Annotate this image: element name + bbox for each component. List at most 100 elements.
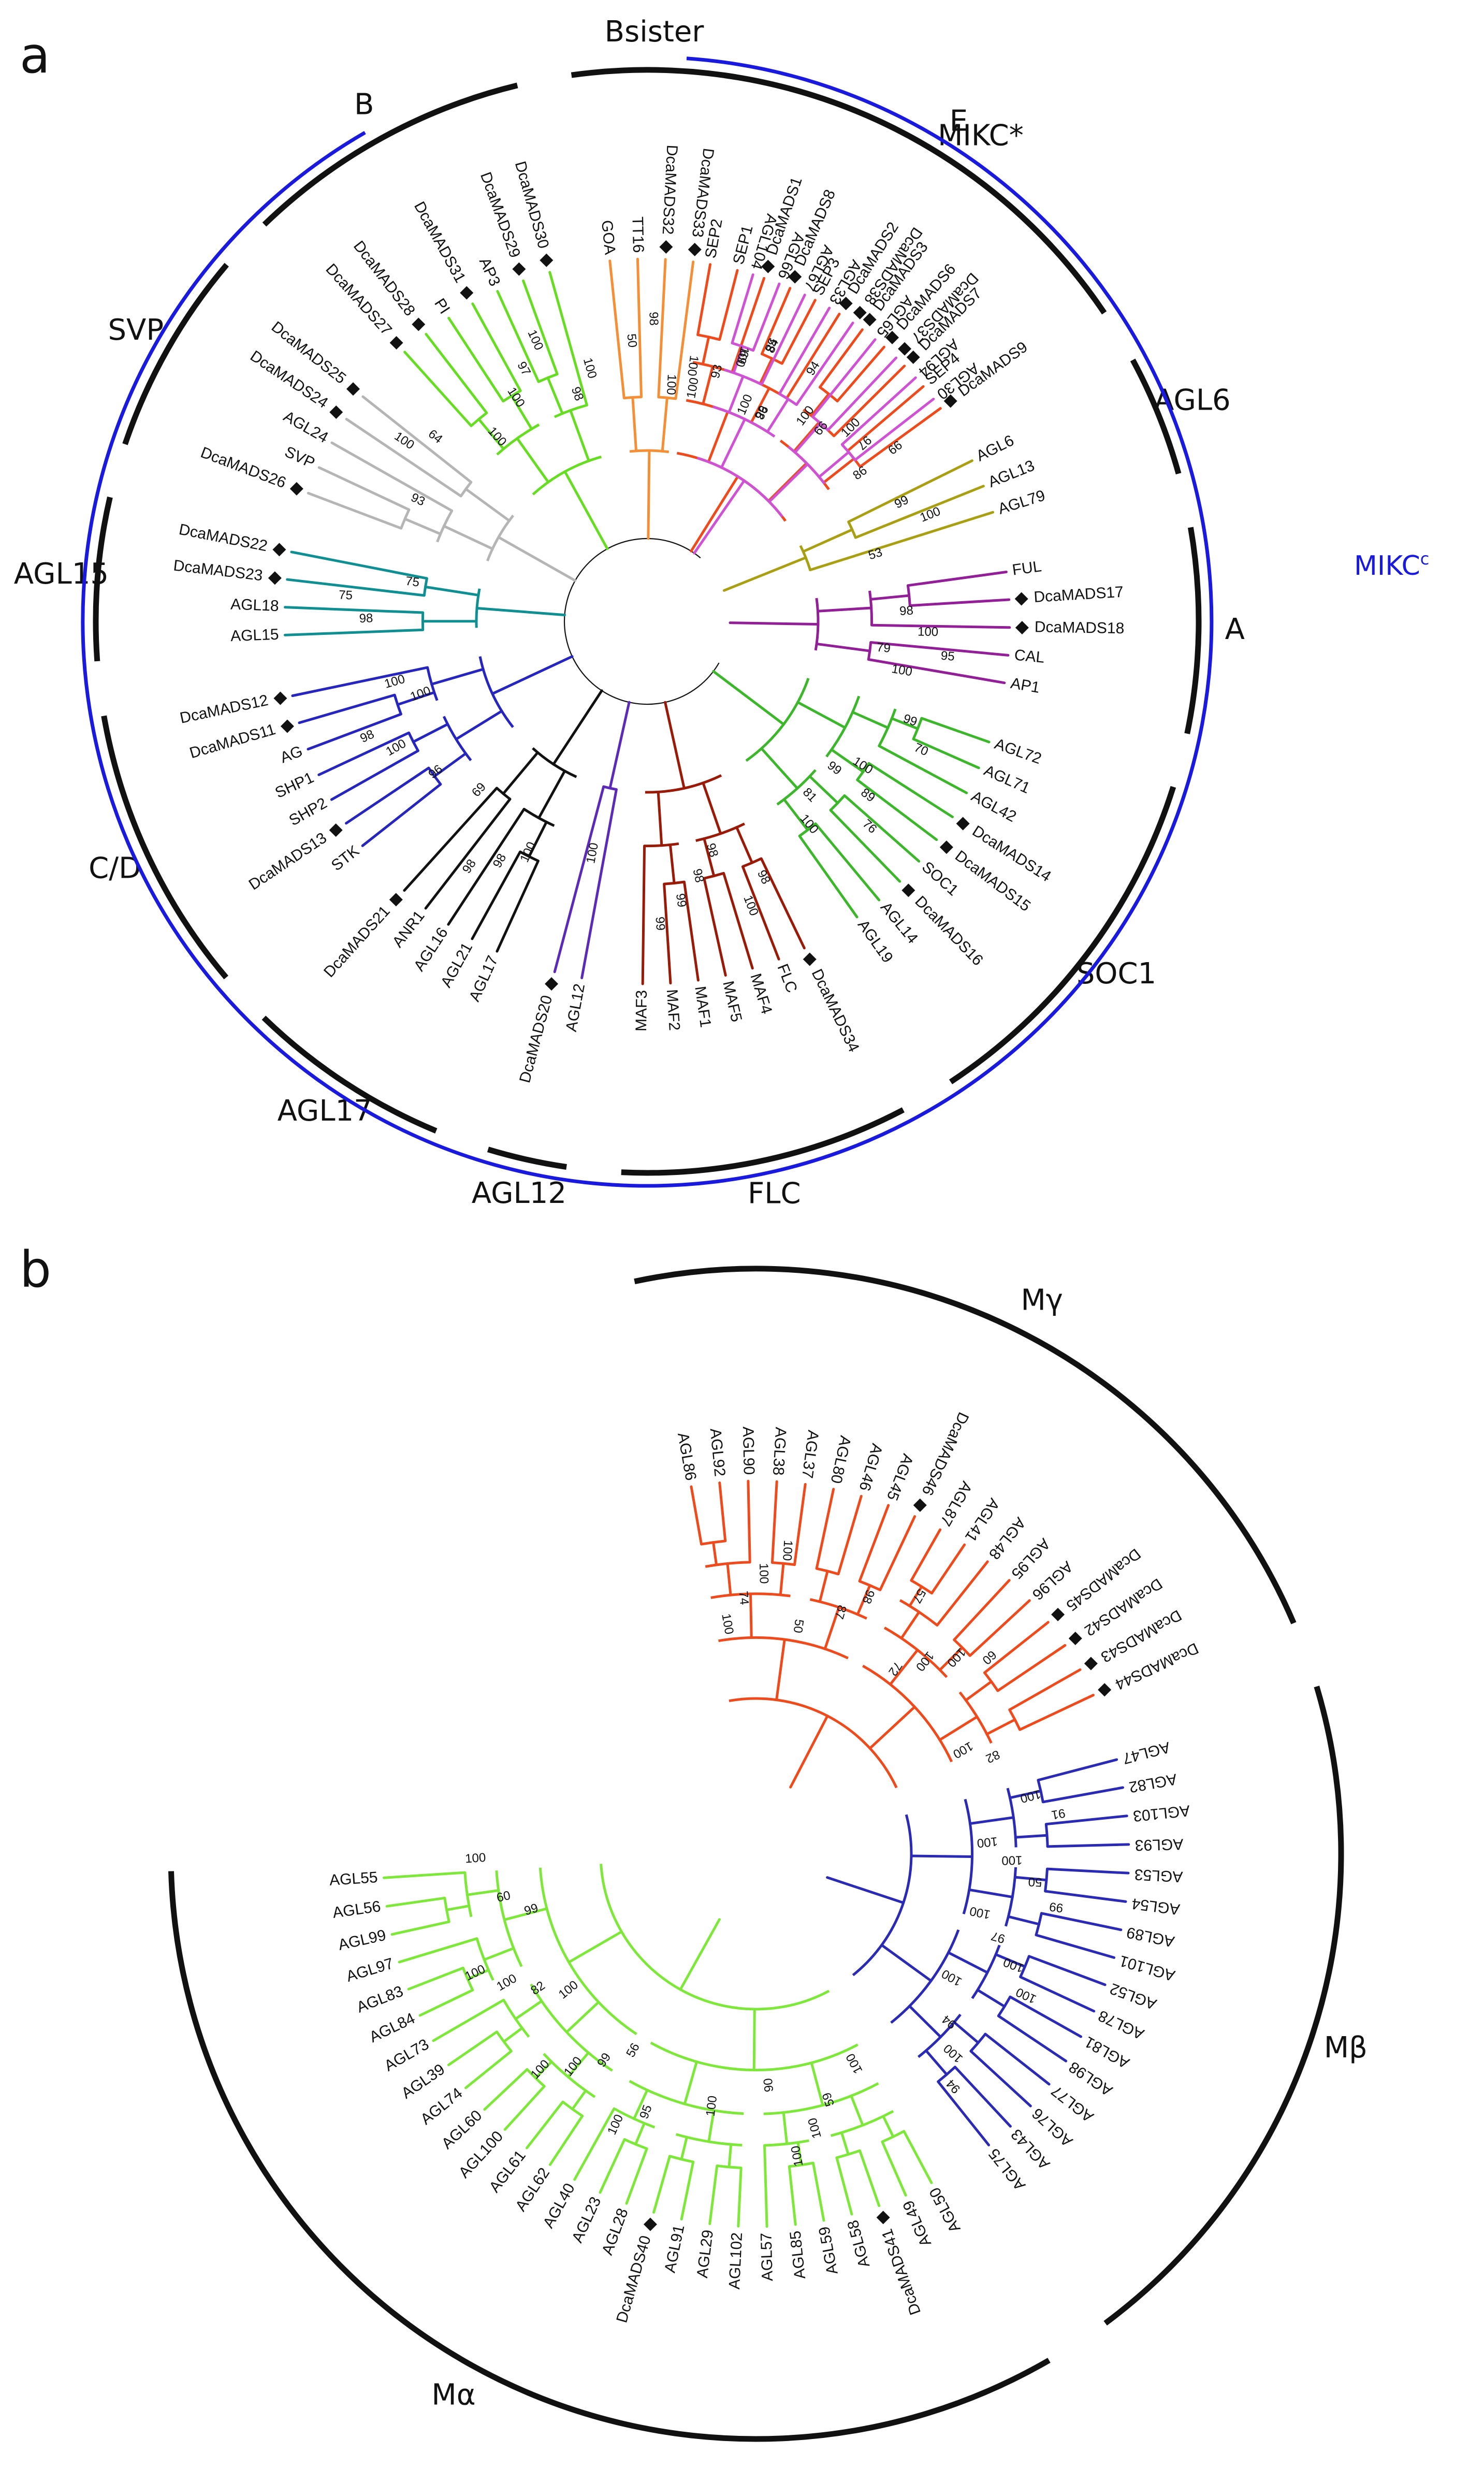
- branch-dcamads7: [833, 365, 906, 438]
- leaf-label-agl79: AGL79: [996, 487, 1047, 518]
- branch-m-stem: [826, 1876, 905, 1904]
- bootstrap-value: 98: [899, 603, 913, 618]
- branch-flc-stem: [664, 701, 686, 790]
- branch-soc1-node: [760, 747, 799, 790]
- branch-agl90: [747, 1479, 751, 1564]
- bootstrap-value: 99: [522, 1901, 540, 1919]
- marker-diamond-dcamads24: [329, 405, 343, 419]
- branch-tt16: [636, 257, 643, 399]
- branch-agl45: [858, 1504, 890, 1582]
- branch-m-node: [840, 2131, 850, 2156]
- branch-stk: [361, 783, 442, 847]
- bootstrap-value: 99: [901, 711, 919, 729]
- leaf-label-agl41: AGL41: [962, 1495, 1003, 1545]
- branch-agl43: [953, 2066, 1012, 2128]
- leaf-label-agl82: AGL82: [1128, 1770, 1179, 1796]
- marker-diamond-dcamads33: [688, 242, 702, 256]
- marker-diamond-dcamads1: [761, 259, 775, 273]
- bootstrap-value: 98: [569, 385, 587, 402]
- leaf-label-svp: SVP: [282, 443, 317, 472]
- branch-agl19: [798, 834, 859, 919]
- marker-diamond-dcamads37: [898, 342, 912, 356]
- branch-agl42: [878, 744, 968, 794]
- bootstrap-value: 100: [1001, 1853, 1023, 1867]
- branch-m-arc: [629, 2080, 744, 2115]
- branch-m-node: [953, 2021, 980, 2044]
- bootstrap-value: 86: [850, 463, 869, 483]
- leaf-label-agl29: AGL29: [694, 2229, 717, 2279]
- clade-arc-c-d: [101, 715, 229, 980]
- branch-m-arc: [675, 2133, 743, 2147]
- branch-c-d-node: [396, 691, 436, 706]
- branch-b-node: [516, 437, 550, 484]
- branch-svp-node: [403, 517, 442, 535]
- bootstrap-value: 72: [885, 1659, 905, 1678]
- bootstrap-value: 64: [426, 427, 445, 446]
- leaf-label-dcamads34: DcaMADS34: [808, 966, 863, 1055]
- leaf-label-agl24: AGL24: [281, 408, 331, 446]
- branch-flc-arc: [645, 774, 722, 794]
- branch-m-arc: [562, 2100, 584, 2117]
- bootstrap-value: 100: [605, 2112, 626, 2137]
- leaf-label-pi: PI: [431, 296, 453, 317]
- branch-mikc-arc: [712, 405, 776, 438]
- leaf-label-agl81: AGL81: [1082, 2033, 1132, 2072]
- bootstrap-value: 99: [673, 893, 689, 908]
- branch-m-arc: [1044, 1824, 1049, 1847]
- branch-agl57: [763, 2144, 768, 2228]
- branch-b-arc: [496, 423, 540, 456]
- leaf-label-agl98: AGL98: [1066, 2058, 1116, 2099]
- leaf-label-agl28: AGL28: [599, 2206, 631, 2257]
- clade-label-bsister: Bsister: [605, 15, 705, 49]
- marker-diamond-dcamads14: [956, 817, 970, 831]
- mikcc-label: MIKCc: [1354, 549, 1429, 582]
- branch-agl17-node: [528, 820, 548, 858]
- branch-m-node: [571, 2089, 587, 2111]
- branch-m-arc: [962, 1798, 974, 1914]
- leaf-label-stk: STK: [328, 843, 362, 875]
- leaf-label-dcamads17: DcaMADS17: [1034, 584, 1124, 606]
- bootstrap-value: 99: [885, 438, 905, 457]
- leaf-label-dcamads20: DcaMADS20: [516, 994, 556, 1085]
- branch-m-arc: [772, 1561, 795, 1566]
- branch-agl60: [483, 2068, 529, 2111]
- leaf-label-agl55: AGL55: [329, 1869, 378, 1889]
- branch-agl46: [837, 1494, 863, 1576]
- branch-agl12-arc: [603, 785, 617, 791]
- branch-dcamads30: [548, 271, 588, 406]
- leaf-label-goa: GOA: [598, 220, 619, 256]
- bootstrap-value: 91: [1050, 1806, 1066, 1822]
- branch-soc1-arc: [745, 677, 810, 762]
- branch-agl67: [760, 294, 806, 386]
- branch-dcamads6: [836, 345, 885, 403]
- marker-diamond-dcamads45: [1051, 1607, 1065, 1621]
- bootstrap-value: 100: [838, 415, 863, 440]
- bootstrap-value: 100: [504, 385, 528, 410]
- branch-m-node: [565, 2000, 600, 2034]
- branch-agl92: [718, 1481, 727, 1543]
- bootstrap-value: 100: [918, 504, 942, 525]
- bootstrap-value: 100: [703, 2095, 720, 2117]
- branch-m-node: [534, 2060, 553, 2080]
- marker-diamond-dcamads16: [901, 883, 915, 897]
- clade-arc-m: [1103, 1686, 1344, 2326]
- branch-m-arc: [718, 1636, 849, 1660]
- branch-m-node: [503, 1907, 548, 1921]
- bootstrap-value: 98: [359, 611, 373, 626]
- branch-m-node: [566, 2051, 590, 2079]
- branch-m-arc: [717, 2164, 741, 2169]
- bootstrap-value: 97: [854, 433, 874, 453]
- leaf-label-dcamads16: DcaMADS16: [911, 893, 986, 969]
- branch-dcamads13: [345, 766, 430, 825]
- branch-e-node: [759, 357, 774, 385]
- branch-shp1: [317, 731, 411, 776]
- branch-mikc-arc: [788, 445, 826, 485]
- branch-flc-node: [657, 790, 663, 847]
- branch-m-arc: [862, 1664, 953, 1763]
- branch-m-arc: [543, 2053, 596, 2098]
- leaf-label-dcamads31: DcaMADS31: [411, 199, 469, 286]
- branch-mikc-stem: [693, 479, 746, 555]
- bootstrap-value: 74: [736, 1590, 751, 1605]
- branch-m-arc: [710, 1592, 791, 1599]
- branch-dcamads38: [795, 322, 854, 406]
